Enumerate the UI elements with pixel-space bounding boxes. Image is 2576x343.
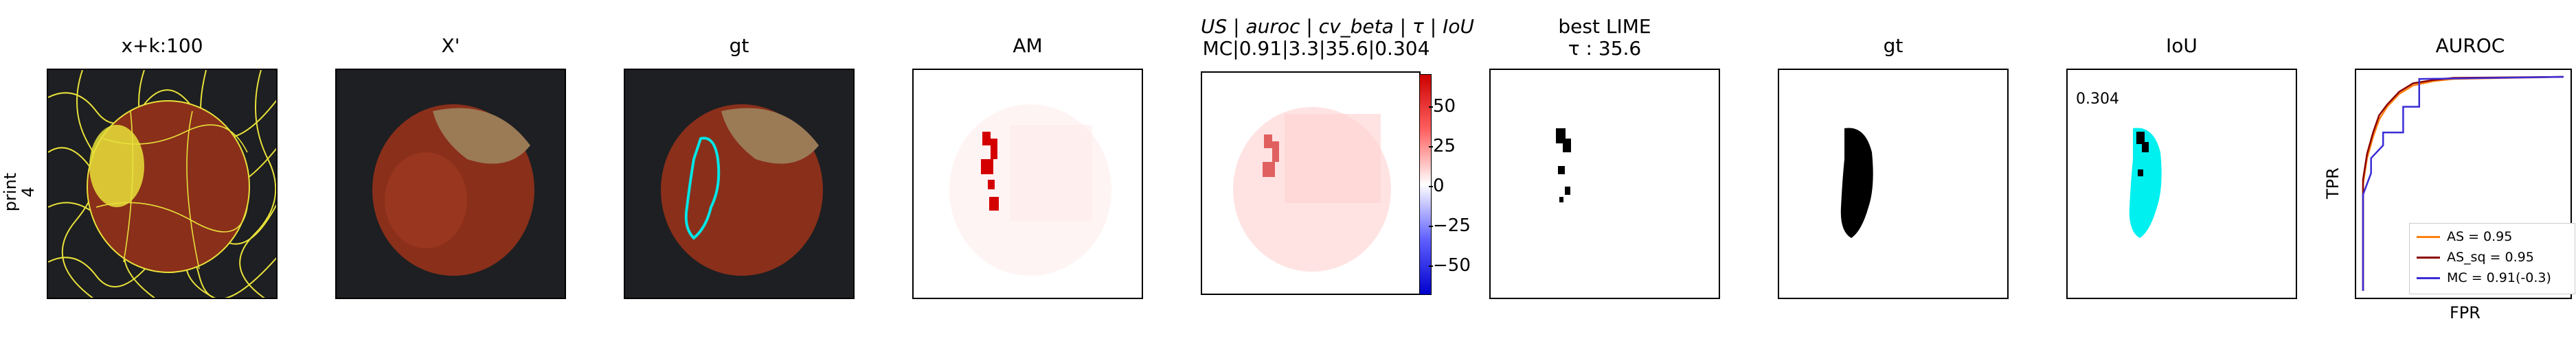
- superpixel-image: [48, 70, 276, 298]
- iou-value: 0.304: [2076, 91, 2119, 108]
- iou-panel: 0.304: [2066, 69, 2297, 299]
- colorbar-tick: 0: [1429, 176, 1445, 196]
- am-heatmap: [914, 70, 1142, 298]
- chart-legend: AS = 0.95 AS_sq = 0.95 MC = 0.91(-0.3): [2409, 223, 2575, 294]
- image-panel: [335, 69, 566, 299]
- legend-label: AS = 0.95: [2447, 229, 2513, 244]
- panel-title-am: AM: [1013, 34, 1043, 57]
- panel-title-uncertainty-line2: MC|0.91|3.3|35.6|0.304: [1202, 37, 1430, 60]
- row-label: print 4: [1, 165, 38, 220]
- panel-title-image: X': [441, 34, 460, 57]
- legend-label: MC = 0.91(-0.3): [2447, 270, 2551, 285]
- legend-item: AS_sq = 0.95: [2417, 248, 2534, 266]
- gt-mask-panel: [1778, 69, 2009, 299]
- roc-chart: [2362, 75, 2564, 291]
- legend-swatch-blue: [2417, 277, 2440, 279]
- legend-swatch-darkred: [2417, 257, 2440, 259]
- chart-title: AUROC: [2435, 34, 2505, 57]
- uncertainty-heatmap: [1202, 73, 1419, 294]
- chart-xlabel: FPR: [2450, 303, 2481, 322]
- panel-title-lime-line2: τ : 35.6: [1568, 37, 1642, 60]
- hazelnut-image: [337, 70, 565, 298]
- colorbar-tick: 25: [1428, 136, 1456, 156]
- legend-label: AS_sq = 0.95: [2447, 250, 2534, 265]
- legend-item: AS = 0.95: [2417, 228, 2512, 246]
- legend-swatch-orange: [2417, 236, 2440, 238]
- panel-title-gt-overlay: gt: [729, 34, 749, 57]
- gt-overlay-image: [625, 70, 853, 298]
- roc-series-2: [2362, 75, 2564, 291]
- gt-overlay-panel: [624, 69, 855, 299]
- gt-mask: [1779, 70, 2007, 298]
- panel-title-gt-mask: gt: [1883, 34, 1903, 57]
- colorbar-tick: 50: [1428, 96, 1456, 117]
- panel-title-iou: IoU: [2166, 34, 2197, 57]
- panel-title-uncertainty-line1: US | auroc | cv_beta | τ | IoU: [1201, 15, 1474, 38]
- image-superpixels-panel: [47, 69, 278, 299]
- lime-panel: [1489, 69, 1720, 299]
- uncertainty-panel: [1201, 71, 1421, 295]
- chart-ylabel: TPR: [2323, 167, 2342, 199]
- legend-item: MC = 0.91(-0.3): [2417, 269, 2551, 287]
- row-label-text: print 4: [1, 172, 38, 212]
- lime-mask: [1491, 70, 1719, 298]
- panel-title-lime-line1: best LIME: [1558, 15, 1651, 38]
- panel-title-image-superpixels: x+k:100: [121, 34, 203, 57]
- am-panel: [912, 69, 1143, 299]
- colorbar-tick: −50: [1429, 255, 1471, 276]
- colorbar: [1419, 74, 1432, 295]
- colorbar-tick: −25: [1429, 215, 1471, 236]
- iou-mask: [2068, 70, 2296, 298]
